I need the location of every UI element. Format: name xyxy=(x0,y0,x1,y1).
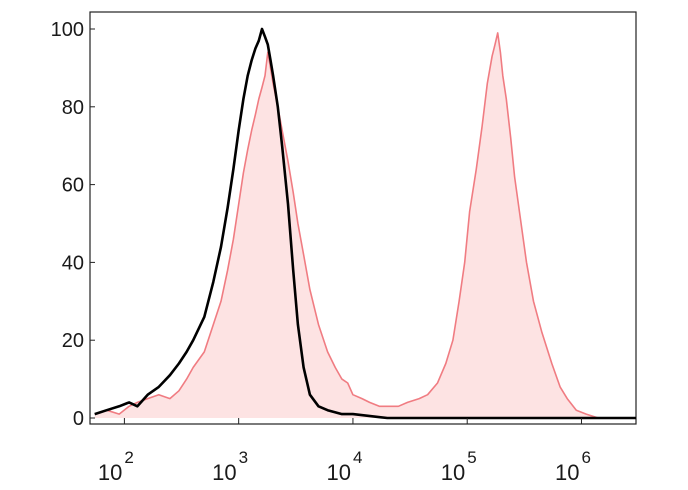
x-tick-label-base: 10 xyxy=(326,460,350,485)
x-tick-label-exponent: 6 xyxy=(581,448,590,467)
x-tick-label-exponent: 3 xyxy=(239,448,248,467)
y-tick-label: 100 xyxy=(51,19,84,41)
series-layer xyxy=(94,27,636,420)
plot-frame xyxy=(89,11,637,425)
y-tick-label: 40 xyxy=(62,252,84,274)
series-line-0 xyxy=(94,32,599,419)
series-area-0 xyxy=(94,32,599,419)
x-tick-label-exponent: 4 xyxy=(353,448,362,467)
x-tick-label-base: 10 xyxy=(98,460,122,485)
y-tick-label: 60 xyxy=(62,175,84,197)
x-tick-label-base: 10 xyxy=(212,460,236,485)
y-tick-label: 0 xyxy=(73,408,84,430)
x-tick-label-base: 10 xyxy=(441,460,465,485)
x-tick-label-base: 10 xyxy=(555,460,579,485)
y-tick-label: 20 xyxy=(62,330,84,352)
x-tick-label-exponent: 2 xyxy=(124,448,133,467)
x-tick-label-exponent: 5 xyxy=(467,448,476,467)
y-axis: 0 20 40 60 80 100 xyxy=(51,19,95,430)
series-line-1 xyxy=(94,27,636,420)
y-tick-label: 80 xyxy=(62,97,84,119)
